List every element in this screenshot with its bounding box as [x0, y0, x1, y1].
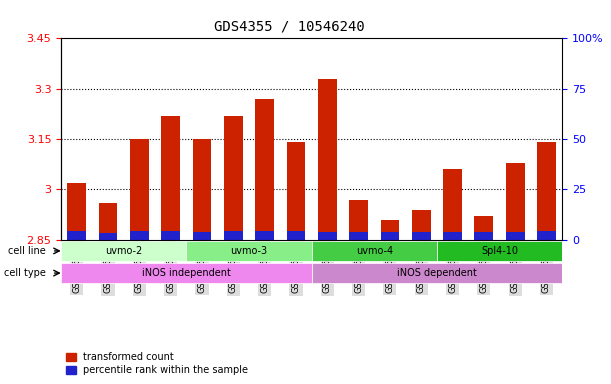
Text: uvmo-2: uvmo-2: [105, 246, 142, 256]
Bar: [130, 139, 149, 240]
Bar: [318, 79, 337, 240]
Bar: [287, 232, 306, 240]
Bar: [475, 216, 493, 240]
Bar: [130, 232, 149, 240]
Text: iNOS independent: iNOS independent: [142, 268, 231, 278]
FancyBboxPatch shape: [186, 241, 312, 261]
Text: iNOS dependent: iNOS dependent: [397, 268, 477, 278]
Bar: [192, 139, 211, 240]
Text: cell line: cell line: [8, 246, 45, 256]
Bar: [161, 116, 180, 240]
Bar: [318, 232, 337, 240]
Bar: [537, 142, 556, 240]
FancyBboxPatch shape: [312, 241, 437, 261]
Bar: [255, 99, 274, 240]
Text: GDS4355 / 10546240: GDS4355 / 10546240: [214, 20, 365, 34]
Text: cell type: cell type: [4, 268, 45, 278]
Legend: transformed count, percentile rank within the sample: transformed count, percentile rank withi…: [66, 353, 249, 375]
Bar: [224, 116, 243, 240]
FancyBboxPatch shape: [312, 263, 562, 283]
FancyBboxPatch shape: [437, 241, 562, 261]
Bar: [349, 200, 368, 240]
Bar: [255, 232, 274, 240]
Bar: [475, 232, 493, 240]
Bar: [412, 232, 431, 240]
Bar: [161, 232, 180, 240]
Text: uvmo-3: uvmo-3: [230, 246, 268, 256]
Bar: [412, 210, 431, 240]
Bar: [506, 232, 524, 240]
Bar: [537, 232, 556, 240]
Bar: [381, 220, 400, 240]
Bar: [99, 233, 117, 240]
Text: uvmo-4: uvmo-4: [356, 246, 393, 256]
FancyBboxPatch shape: [61, 241, 186, 261]
Bar: [224, 232, 243, 240]
Bar: [67, 183, 86, 240]
Bar: [381, 232, 400, 240]
Text: Spl4-10: Spl4-10: [481, 246, 518, 256]
Bar: [443, 169, 462, 240]
Bar: [443, 232, 462, 240]
Bar: [287, 142, 306, 240]
Bar: [99, 203, 117, 240]
Bar: [506, 162, 524, 240]
Bar: [67, 232, 86, 240]
FancyBboxPatch shape: [61, 263, 312, 283]
Bar: [192, 232, 211, 240]
Bar: [349, 232, 368, 240]
